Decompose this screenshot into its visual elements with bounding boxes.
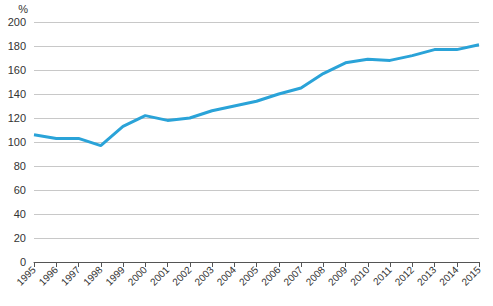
svg-text:2004: 2004 <box>215 264 239 288</box>
svg-text:1998: 1998 <box>81 264 105 288</box>
svg-text:120: 120 <box>8 112 26 124</box>
svg-text:2014: 2014 <box>437 264 461 288</box>
svg-text:%: % <box>18 3 28 15</box>
svg-text:1997: 1997 <box>59 264 83 288</box>
svg-text:180: 180 <box>8 40 26 52</box>
svg-text:100: 100 <box>8 136 26 148</box>
svg-text:2013: 2013 <box>415 264 439 288</box>
svg-text:2007: 2007 <box>281 264 305 288</box>
svg-text:2002: 2002 <box>170 264 194 288</box>
svg-text:2010: 2010 <box>348 264 372 288</box>
svg-text:2005: 2005 <box>237 264 261 288</box>
svg-text:1999: 1999 <box>103 264 127 288</box>
svg-text:1996: 1996 <box>37 264 61 288</box>
svg-text:2000: 2000 <box>126 264 150 288</box>
svg-text:140: 140 <box>8 88 26 100</box>
svg-text:2015: 2015 <box>459 264 483 288</box>
svg-text:2011: 2011 <box>371 264 394 287</box>
svg-text:1995: 1995 <box>14 264 38 288</box>
svg-text:2006: 2006 <box>259 264 283 288</box>
svg-text:60: 60 <box>14 184 26 196</box>
svg-text:0: 0 <box>20 256 26 268</box>
svg-text:2009: 2009 <box>326 264 350 288</box>
svg-text:20: 20 <box>14 232 26 244</box>
svg-text:2012: 2012 <box>393 264 417 288</box>
svg-text:2003: 2003 <box>192 264 216 288</box>
svg-text:2008: 2008 <box>304 264 328 288</box>
svg-text:2001: 2001 <box>148 264 172 288</box>
svg-text:80: 80 <box>14 160 26 172</box>
svg-text:160: 160 <box>8 64 26 76</box>
svg-text:40: 40 <box>14 208 26 220</box>
svg-text:200: 200 <box>8 16 26 28</box>
